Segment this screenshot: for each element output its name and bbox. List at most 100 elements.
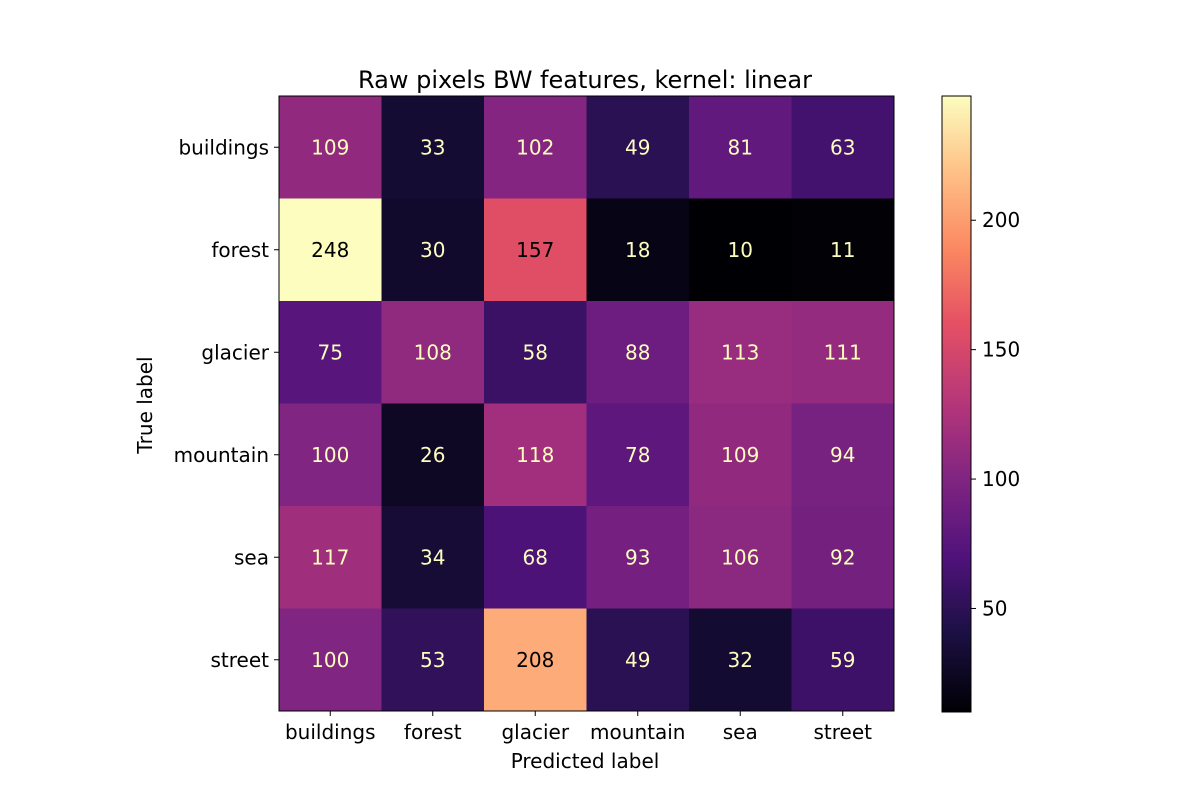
heatmap-cell [484,403,587,507]
heatmap-cell [484,96,587,199]
y-tick-label: sea [234,545,269,569]
cell-value-label: 53 [420,648,445,672]
cell-value-label: 11 [830,238,855,262]
cell-value-label: 32 [728,648,753,672]
heatmap-cell [484,301,587,404]
cell-value-label: 109 [311,135,349,159]
heatmap-cell [791,198,895,302]
heatmap-cell [279,608,382,712]
cell-value-label: 94 [830,443,855,467]
heatmap-cell [586,403,690,507]
cell-value-label: 100 [311,443,349,467]
heatmap-cell [791,96,895,199]
cell-value-label: 102 [516,135,554,159]
cell-value-label: 88 [625,340,650,364]
x-tick-label: street [814,720,873,744]
heatmap-cell [689,301,792,404]
cell-value-label: 157 [516,238,554,262]
heatmap-cells [278,95,895,712]
heatmap-cell [381,506,485,609]
y-tick-label: glacier [201,340,269,364]
heatmap-cell [279,198,382,302]
colorbar: 50 100 150 200 [941,95,1020,713]
cell-value-label: 33 [420,135,445,159]
cell-value-label: 108 [414,340,452,364]
heatmap-cell [381,403,485,507]
cell-value-label: 100 [311,648,349,672]
heatmap-cell [689,96,792,199]
colorbar-gradient [941,95,972,713]
y-tick-label: mountain [174,443,269,467]
y-tick-label: forest [211,238,269,262]
x-tick-label: glacier [501,720,569,744]
colorbar-tick-label: 200 [982,208,1020,232]
heatmap-cell [381,198,485,302]
cell-value-label: 92 [830,545,855,569]
heatmap-frame [278,95,895,712]
heatmap-cell [586,608,690,712]
heatmap-cell [279,96,382,199]
heatmap-cell [586,506,690,609]
x-tick-label: sea [723,720,758,744]
heatmap-cell [381,608,485,712]
cell-value-label: 49 [625,135,650,159]
cell-value-label: 78 [625,443,650,467]
cell-value-label: 113 [721,340,759,364]
colorbar-tick-label: 150 [982,338,1020,362]
cell-value-label: 109 [721,443,759,467]
x-tick-label: forest [404,720,462,744]
heatmap-cell [381,301,485,404]
cell-value-label: 30 [420,238,445,262]
cell-value-label: 111 [824,340,862,364]
cell-value-label: 118 [516,443,554,467]
cell-value-label: 93 [625,545,650,569]
cell-value-label: 117 [311,545,349,569]
x-tick-label: buildings [285,720,376,744]
colorbar-tick-label: 50 [982,596,1007,620]
cell-value-label: 49 [625,648,650,672]
y-tick-label: buildings [178,135,269,159]
x-axis-label: Predicted label [511,749,660,773]
heatmap-cell [791,608,895,712]
y-tick-label: street [211,648,270,672]
cell-value-label: 26 [420,443,445,467]
x-axis-ticks: buildings forest glacier mountain sea street [285,711,872,744]
heatmap-cell [484,506,587,609]
cell-value-label: 75 [318,340,343,364]
heatmap-cell [279,506,382,609]
cell-value-label: 10 [728,238,753,262]
heatmap-cell [689,506,792,609]
heatmap-cell [689,608,792,712]
x-tick-label: mountain [590,720,685,744]
y-axis-label: True label [133,356,157,454]
heatmap-cell [279,301,382,404]
heatmap-cell [381,96,485,199]
heatmap-cell [279,403,382,507]
cell-value-label: 59 [830,648,855,672]
colorbar-tick-label: 100 [982,467,1020,491]
cell-value-label: 81 [728,135,753,159]
heatmap-cell [484,608,587,712]
cell-value-label: 248 [311,238,349,262]
heatmap-cell [689,403,792,507]
cell-value-label: 34 [420,545,445,569]
chart-title: Raw pixels BW features, kernel: linear [358,66,812,94]
cell-value-label: 208 [516,648,554,672]
heatmap-cell [586,96,690,199]
cell-value-label: 106 [721,545,759,569]
cell-value-label: 63 [830,135,855,159]
heatmap-cell [791,403,895,507]
y-axis-ticks: buildings forest glacier mountain sea street [174,135,279,672]
heatmap-cell [484,198,587,302]
heatmap-cell [791,301,895,404]
cell-value-label: 68 [523,545,548,569]
cell-value-label: 18 [625,238,650,262]
heatmap-cell [791,506,895,609]
heatmap-cell [586,198,690,302]
heatmap-cell [586,301,690,404]
heatmap-cell [689,198,792,302]
heatmap-cell-labels: 109 33 102 49 81 63 248 30 157 18 10 11 75 108 58 88 113… [311,135,862,672]
cell-value-label: 58 [523,340,548,364]
